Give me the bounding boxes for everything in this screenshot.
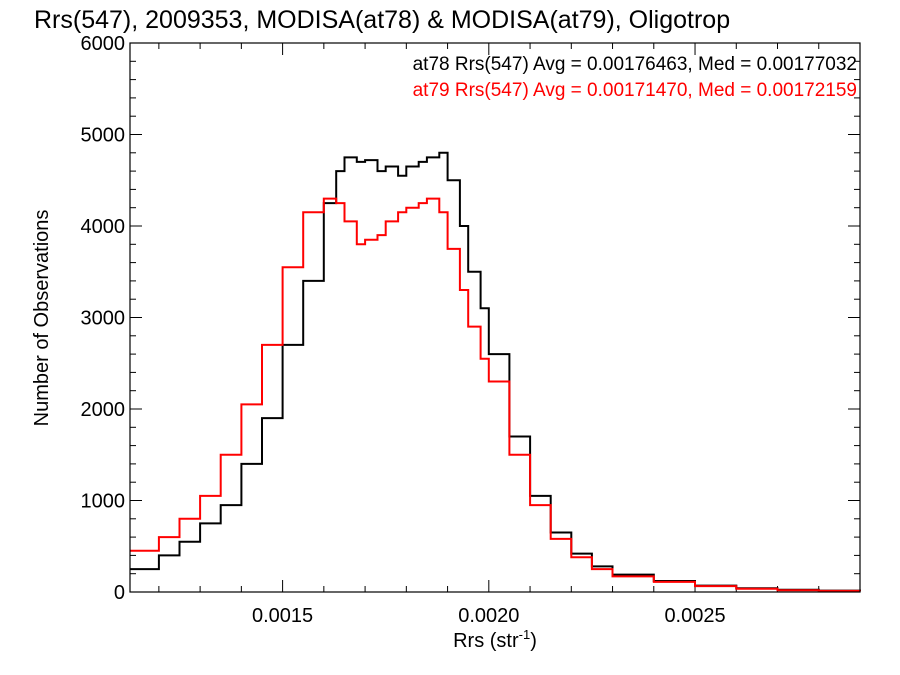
series-lines [130,151,861,592]
y-tick-label: 5000 [81,125,126,147]
y-tick-label: 2000 [81,399,126,421]
y-axis-label: Number of Observations [31,210,53,427]
chart-title: Rrs(547), 2009353, MODISA(at78) & MODISA… [34,6,730,34]
series-line-at79 [130,197,861,592]
y-tick-label: 4000 [81,216,126,238]
legend-entry-at78: at78 Rrs(547) Avg = 0.00176463, Med = 0.… [413,54,857,75]
y-tick-label: 1000 [81,491,126,513]
y-tick-label: 0 [114,582,125,604]
y-tick-label: 6000 [81,33,126,55]
plot-frame [129,42,861,593]
x-axis-label-superscript: -1 [519,627,531,642]
x-axis-label: Rrs (str-1) [453,627,537,652]
y-tick-label: 3000 [81,308,126,330]
series-line-at78 [130,151,861,592]
x-tick-label: 0.0015 [252,605,313,627]
axis-ticks: 0 1000 2000 3000 4000 5000 6000 0.0015 0.0020 0.0… [81,33,861,627]
x-tick-label: 0.0020 [458,605,519,627]
legend-entry-at79: at79 Rrs(547) Avg = 0.00171470, Med = 0.… [413,80,857,101]
x-axis-label-close: ) [530,630,537,652]
x-axis-label-main: Rrs (str [453,630,519,652]
x-tick-label: 0.0025 [664,605,725,627]
